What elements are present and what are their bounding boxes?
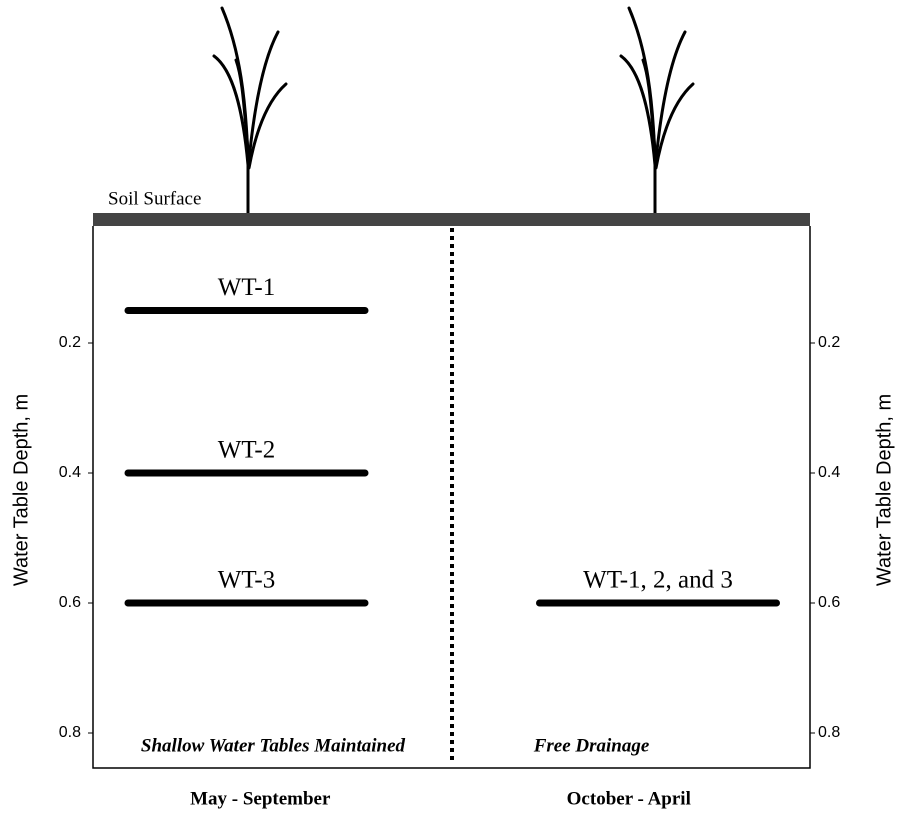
y2-tick-label: 0.2 <box>818 334 840 351</box>
level-label: WT-2 <box>218 437 275 464</box>
surface-label: Soil Surface <box>108 188 201 209</box>
y-tick-label: 0.8 <box>59 724 81 741</box>
period-label: May - September <box>190 788 331 809</box>
plant-icons <box>212 6 695 216</box>
y2-tick-label: 0.6 <box>818 594 840 611</box>
period-label: October - April <box>567 788 691 809</box>
soil-surface <box>93 213 810 226</box>
y-tick-label: 0.6 <box>59 594 81 611</box>
plant <box>619 6 695 216</box>
period-note: Shallow Water Tables Maintained <box>141 735 406 756</box>
level-label: WT-1, 2, and 3 <box>583 567 733 594</box>
y-tick-label: 0.4 <box>59 464 81 481</box>
y2-tick-label: 0.8 <box>818 724 840 741</box>
level-label: WT-3 <box>218 567 275 594</box>
y2-axis-title: Water Table Depth, m <box>873 394 895 586</box>
plot-frame <box>92 226 811 769</box>
plant <box>212 6 288 216</box>
level-label: WT-1 <box>218 274 275 301</box>
period-note: Free Drainage <box>533 735 650 756</box>
y-tick-label: 0.2 <box>59 334 81 351</box>
y2-tick-label: 0.4 <box>818 464 840 481</box>
y-axis-title: Water Table Depth, m <box>10 394 32 586</box>
